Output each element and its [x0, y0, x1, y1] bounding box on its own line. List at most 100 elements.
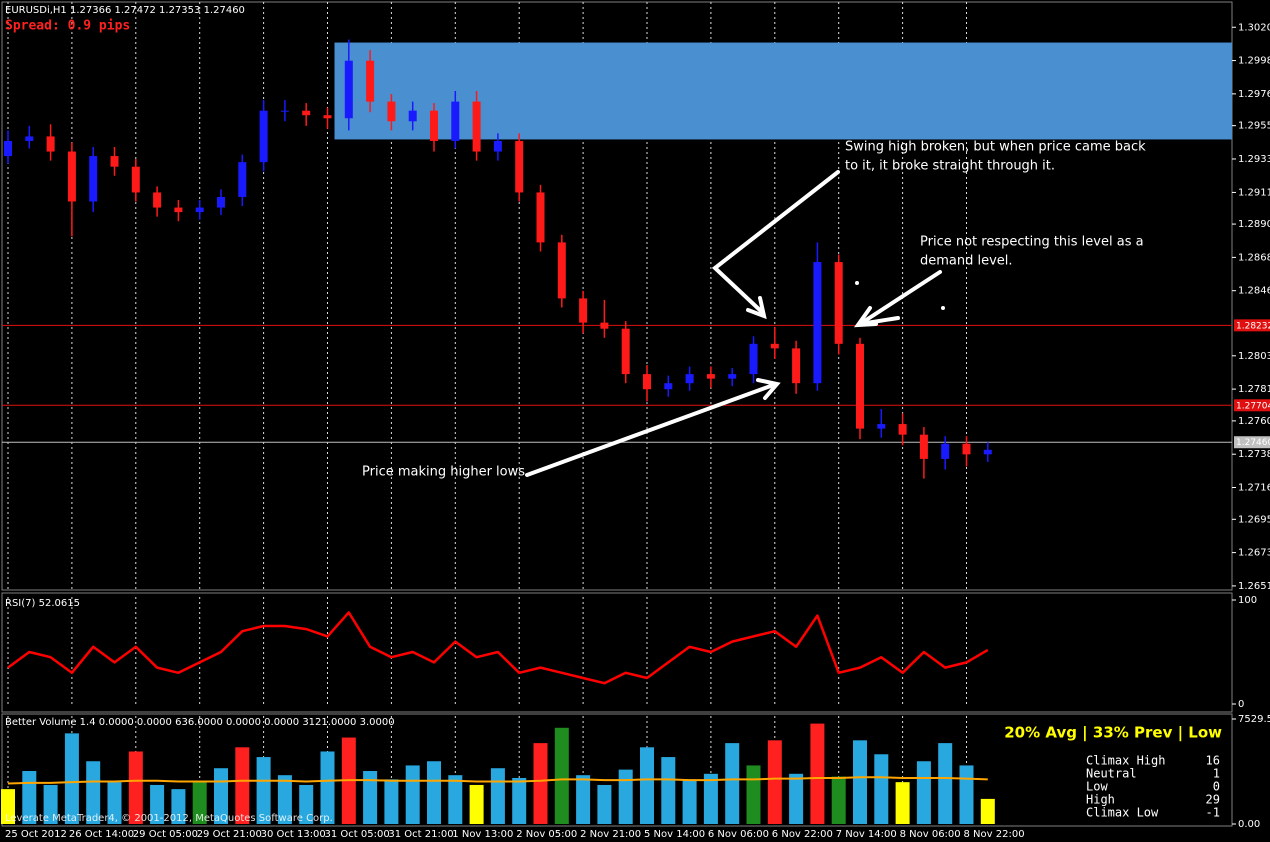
volume-bar: [469, 784, 484, 824]
x-tick-label: 2 Nov 05:00: [516, 829, 577, 840]
candle-body: [856, 343, 864, 429]
arrows: [525, 170, 942, 477]
candle-body: [408, 110, 417, 122]
volume-bar: [959, 765, 974, 824]
zone: [334, 42, 1232, 140]
candle-body: [877, 424, 886, 429]
volume-bar: [448, 775, 463, 824]
candle-body: [770, 343, 779, 349]
candle-body: [792, 348, 801, 384]
volume-bar: [320, 751, 335, 824]
volume-bar: [277, 775, 292, 824]
volume-bar: [874, 754, 889, 824]
candle-body: [46, 136, 55, 152]
volume-bar: [150, 784, 165, 824]
candle-body: [579, 298, 588, 323]
candle-body: [451, 101, 460, 141]
volume-bar: [299, 784, 314, 824]
x-tick-label: 25 Oct 2012: [5, 829, 67, 840]
candle-body: [941, 443, 950, 459]
candle-body: [366, 60, 375, 102]
candle-body: [600, 322, 609, 329]
candle-body: [898, 424, 907, 435]
x-tick-label: 1 Nov 13:00: [452, 829, 513, 840]
volume-bar: [405, 765, 420, 824]
x-tick-label: 8 Nov 06:00: [900, 829, 961, 840]
volume-bar: [171, 789, 186, 824]
candle-body: [89, 156, 98, 202]
candle-body: [280, 110, 289, 112]
volume-bar: [831, 776, 846, 824]
candle-body: [685, 374, 694, 384]
volume-title: Better Volume 1.4 0.0000 0.0000 636.0000…: [5, 717, 395, 728]
candle-body: [259, 110, 268, 163]
volume-bar: [64, 733, 79, 824]
x-tick-label: 8 Nov 22:00: [964, 829, 1025, 840]
volume-bar: [640, 747, 654, 824]
rsi-title: RSI(7) 52.0615: [5, 598, 80, 609]
x-tick-label: 2 Nov 21:00: [580, 829, 641, 840]
legend-label: Climax High: [1086, 754, 1165, 768]
level-label: 1.27704: [1236, 401, 1270, 411]
x-tick-label: 31 Oct 21:00: [388, 829, 453, 840]
volume-bar: [107, 782, 122, 824]
legend-label: Low: [1086, 780, 1108, 794]
level-label-box: [1234, 436, 1270, 449]
candle-body: [472, 101, 481, 152]
candle-body: [153, 192, 162, 208]
candle-body: [493, 140, 502, 152]
candle-body: [238, 162, 247, 197]
volume-bar: [533, 743, 548, 824]
volume-bar: [767, 740, 782, 824]
arrow: [858, 270, 942, 326]
volume-bar: [789, 773, 804, 824]
chart-title: EURUSDi,H1 1.27366 1.27472 1.27353 1.274…: [5, 5, 245, 16]
annotation: Swing high broken, but when price came b…: [845, 140, 1146, 155]
level-label: 1.27460: [1236, 438, 1270, 448]
candle-body: [706, 374, 715, 379]
legend-label: Climax Low: [1086, 806, 1159, 820]
candle-body: [4, 140, 12, 157]
volume-bar: [810, 723, 825, 824]
x-tick-label: 6 Nov 06:00: [708, 829, 769, 840]
legend-value: -1: [1206, 806, 1220, 820]
volume-bar: [256, 757, 271, 824]
candle-body: [536, 192, 545, 243]
candle-body: [962, 443, 971, 455]
candle-body: [217, 196, 225, 208]
candle-body: [983, 449, 992, 455]
y-tick-label: 100: [1238, 595, 1257, 606]
volume-bar: [192, 782, 207, 824]
volume-bar: [703, 773, 718, 824]
y-tick-label: 0.00: [1238, 819, 1260, 830]
y-tick-label: 0: [1238, 699, 1244, 710]
x-tick-label: 30 Oct 13:00: [261, 829, 326, 840]
arrow: [525, 382, 778, 477]
candle-body: [515, 140, 524, 193]
candle-body: [174, 207, 183, 213]
annotation: to it, it broke straight through it.: [845, 159, 1055, 174]
volume-bar: [1, 789, 15, 824]
legend-value: 29: [1206, 793, 1220, 807]
x-tick-label: 29 Oct 05:00: [133, 829, 198, 840]
volume-bar: [490, 768, 505, 824]
volume-bar: [128, 751, 143, 824]
volume-summary: 20% Avg | 33% Prev | Low: [1004, 724, 1222, 743]
arrow-head: [853, 306, 878, 328]
candle-body: [621, 328, 630, 375]
x-tick-label: 31 Oct 05:00: [325, 829, 390, 840]
candle-body: [25, 136, 34, 141]
